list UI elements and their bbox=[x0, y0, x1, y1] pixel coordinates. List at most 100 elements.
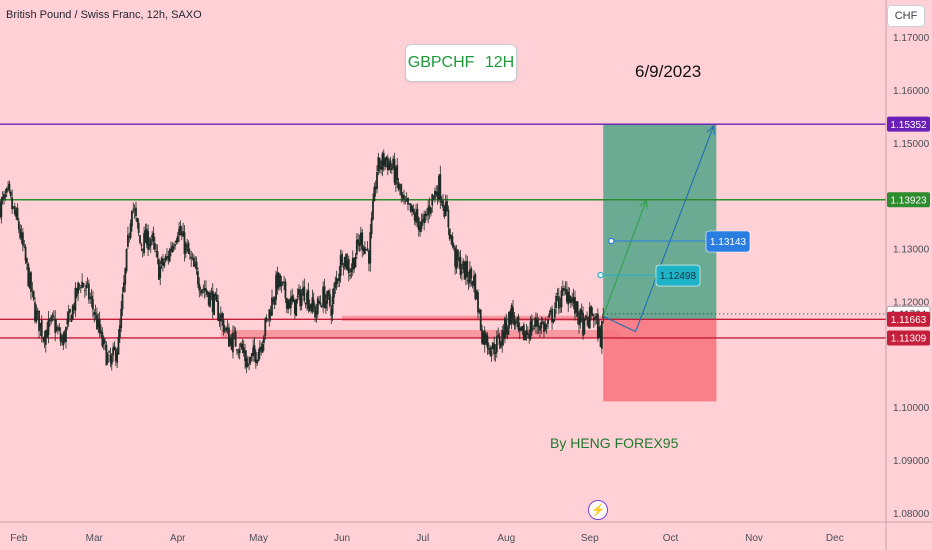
candle-body bbox=[594, 316, 597, 319]
candle bbox=[444, 194, 447, 217]
level-label-bg-key-level bbox=[887, 192, 930, 208]
candle-body bbox=[120, 308, 123, 328]
candle bbox=[182, 222, 185, 237]
candle bbox=[400, 183, 403, 203]
candle bbox=[365, 249, 368, 252]
candle bbox=[588, 302, 591, 330]
candle-body bbox=[27, 263, 30, 287]
candle-body bbox=[174, 244, 176, 247]
candle-body bbox=[104, 340, 106, 343]
candle bbox=[551, 305, 553, 330]
candle-body bbox=[469, 269, 471, 284]
candle-body bbox=[245, 358, 248, 368]
candle bbox=[156, 244, 159, 265]
candle-body bbox=[479, 309, 482, 331]
candle-body bbox=[412, 209, 415, 213]
candle bbox=[381, 151, 384, 177]
candle bbox=[513, 312, 516, 331]
candle-body bbox=[279, 274, 281, 287]
candle bbox=[110, 352, 113, 371]
candle-body bbox=[349, 274, 351, 276]
candle-body bbox=[201, 289, 203, 294]
candle bbox=[443, 204, 446, 219]
time-axis[interactable]: Feb Mar Apr May Jun Jul Aug Sep Oct Nov Dec bbox=[10, 533, 843, 544]
candle-body bbox=[510, 305, 513, 324]
candle-body bbox=[417, 217, 420, 231]
candle bbox=[1, 191, 4, 205]
candle-body bbox=[423, 214, 426, 224]
candle-body bbox=[31, 289, 34, 291]
candle bbox=[350, 263, 353, 279]
candle bbox=[20, 225, 23, 244]
candle bbox=[483, 326, 486, 353]
candle bbox=[339, 249, 342, 283]
candle bbox=[256, 359, 259, 367]
candle-body bbox=[17, 221, 20, 230]
candle-body bbox=[586, 317, 588, 320]
candle bbox=[149, 236, 152, 253]
candle bbox=[423, 210, 426, 231]
candle bbox=[157, 257, 160, 281]
candle bbox=[478, 308, 481, 315]
candle-body bbox=[397, 182, 400, 190]
candle bbox=[486, 332, 489, 355]
candle-body bbox=[285, 297, 288, 309]
candle-body bbox=[535, 317, 537, 327]
candle-body bbox=[557, 296, 560, 309]
candle bbox=[436, 185, 439, 205]
candle-body bbox=[495, 336, 498, 353]
y-tick-label: 1.16000 bbox=[893, 86, 930, 97]
y-tick-label: 1.08000 bbox=[893, 509, 930, 520]
candle bbox=[384, 157, 387, 171]
candle bbox=[293, 299, 296, 319]
candle-body bbox=[378, 158, 381, 170]
candle bbox=[218, 312, 221, 327]
candle-body bbox=[89, 298, 92, 299]
candle-body bbox=[330, 308, 333, 316]
candle-body bbox=[598, 326, 601, 338]
candle-body bbox=[75, 288, 78, 297]
candle-body bbox=[438, 175, 440, 200]
candle bbox=[333, 282, 335, 304]
symbol-title[interactable]: British Pound / Swiss Franc, 12h, SAXO bbox=[6, 9, 202, 21]
date-label: 6/9/2023 bbox=[635, 62, 702, 81]
candle-body bbox=[195, 261, 198, 270]
candle-body bbox=[522, 324, 525, 341]
candle bbox=[171, 242, 174, 253]
candle-body bbox=[583, 317, 586, 334]
candle bbox=[269, 305, 272, 322]
candle bbox=[160, 256, 163, 269]
candle-body bbox=[39, 323, 42, 329]
candle bbox=[13, 202, 16, 216]
candle bbox=[118, 318, 121, 343]
price-axis[interactable]: 1.17000 1.16000 1.15000 1.13000 1.12000 1.100… bbox=[893, 33, 930, 520]
candle-body bbox=[218, 319, 221, 322]
candle bbox=[221, 311, 224, 326]
candle-body bbox=[52, 316, 55, 318]
candle bbox=[407, 197, 409, 211]
candle bbox=[209, 290, 211, 308]
candle bbox=[50, 314, 53, 325]
candle bbox=[561, 280, 564, 296]
lightning-icon[interactable]: ⚡ bbox=[588, 500, 608, 520]
candle-body bbox=[419, 226, 422, 232]
candle bbox=[522, 322, 525, 341]
candle-body bbox=[219, 314, 222, 322]
candle-body bbox=[168, 249, 171, 262]
candle-body bbox=[117, 336, 120, 355]
candle-body bbox=[206, 290, 209, 295]
candle-body bbox=[124, 268, 127, 285]
candle bbox=[576, 301, 579, 325]
candle-body bbox=[416, 208, 419, 221]
candle bbox=[374, 180, 377, 197]
candle bbox=[46, 321, 49, 338]
candle-body bbox=[267, 319, 269, 321]
candle-body bbox=[436, 191, 439, 199]
currency-button[interactable]: CHF bbox=[887, 5, 925, 27]
candle-body bbox=[443, 206, 446, 217]
target-1-label: 1.13143 bbox=[710, 237, 747, 248]
candle bbox=[133, 204, 136, 219]
candle-body bbox=[137, 222, 140, 233]
candle bbox=[361, 228, 364, 258]
